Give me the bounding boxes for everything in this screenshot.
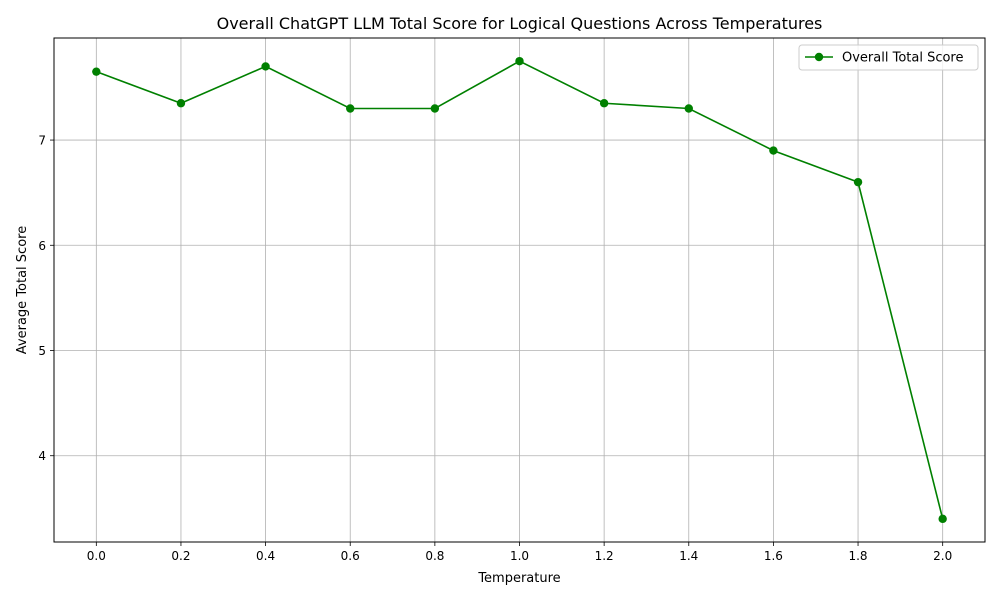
y-tick-label: 6 <box>38 239 46 253</box>
y-tick-label: 7 <box>38 134 46 148</box>
x-tick-label: 0.4 <box>256 549 275 563</box>
legend-series-label: Overall Total Score <box>842 51 964 66</box>
data-point <box>176 99 186 108</box>
x-tick-label: 0.2 <box>171 549 190 563</box>
data-point <box>515 56 524 66</box>
x-axis-ticks: 0.0 0.2 0.4 0.6 0.8 1.0 1.2 1.4 1.6 1.8 2.0 <box>87 542 952 563</box>
series-layer <box>92 56 947 524</box>
x-tick-label: 1.8 <box>848 549 867 563</box>
y-tick-label: 4 <box>38 449 46 463</box>
x-tick-label: 2.0 <box>933 549 952 563</box>
data-point <box>346 104 355 113</box>
data-point <box>430 104 440 113</box>
x-tick-label: 1.6 <box>764 549 783 563</box>
legend-series-marker <box>814 52 824 62</box>
data-point <box>92 67 101 76</box>
y-axis-ticks: 4 5 6 7 <box>38 134 54 463</box>
x-tick-label: 1.2 <box>595 549 614 563</box>
x-tick-label: 0.8 <box>425 549 444 563</box>
x-tick-label: 0.0 <box>87 549 106 563</box>
legend: Overall Total Score <box>798 44 979 71</box>
chart-title: Overall ChatGPT LLM Total Score for Logi… <box>217 14 823 33</box>
data-point <box>599 99 609 108</box>
x-tick-label: 1.0 <box>510 549 529 563</box>
x-tick-label: 1.4 <box>679 549 698 563</box>
x-tick-label: 0.6 <box>341 549 360 563</box>
data-point <box>938 514 947 524</box>
data-point <box>853 177 863 187</box>
x-axis-label: Temperature <box>477 571 560 586</box>
data-point <box>769 146 778 155</box>
y-tick-label: 5 <box>38 344 46 358</box>
legend-box <box>798 44 979 71</box>
data-point <box>261 62 270 71</box>
data-point <box>684 104 693 113</box>
y-axis-label: Average Total Score <box>15 226 30 354</box>
grid-lines <box>54 38 985 542</box>
